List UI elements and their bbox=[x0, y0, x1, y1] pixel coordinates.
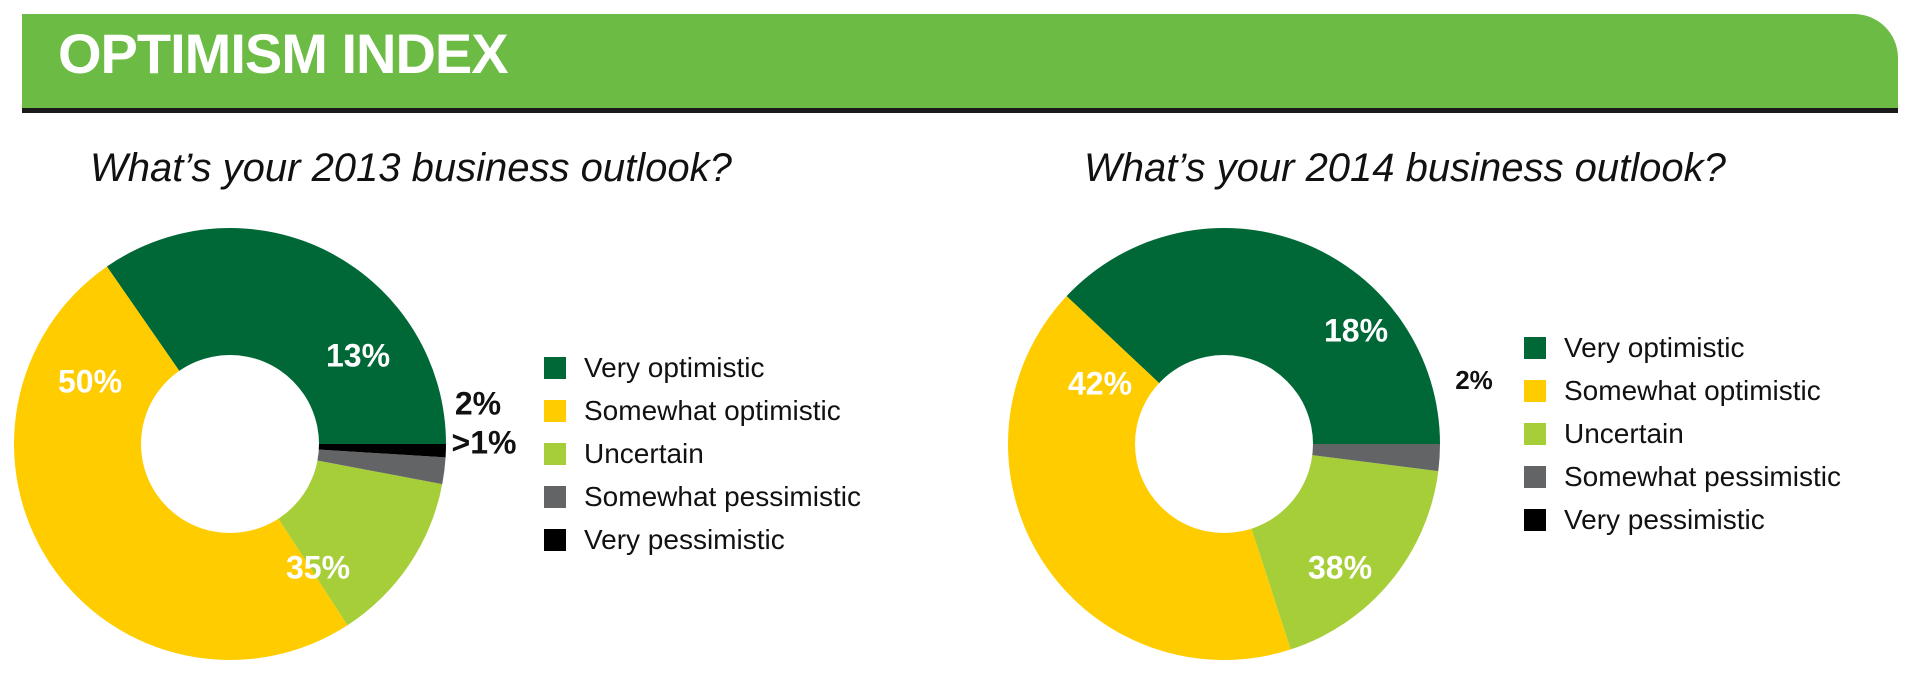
data-label: 18% bbox=[1324, 312, 1388, 348]
chart-panel-2014: What’s your 2014 business outlook? 38% 42… bbox=[954, 0, 1908, 682]
donut-chart-2014: 38% 42% 18% 2% bbox=[1008, 228, 1493, 661]
legend-item: Uncertain bbox=[544, 432, 861, 475]
legend-item: Very optimistic bbox=[1524, 326, 1841, 369]
donut-hole bbox=[141, 355, 319, 533]
legend-item: Somewhat pessimistic bbox=[544, 475, 861, 518]
legend-swatch bbox=[544, 356, 566, 379]
legend-swatch bbox=[1524, 422, 1546, 445]
header-banner: OPTIMISM INDEX bbox=[22, 14, 1898, 108]
data-label: 35% bbox=[286, 549, 350, 585]
chart-title: What’s your 2014 business outlook? bbox=[1084, 146, 1726, 190]
data-label: 2% bbox=[1455, 365, 1493, 395]
data-label: 2% bbox=[455, 385, 501, 421]
legend: Very optimistic Somewhat optimistic Unce… bbox=[544, 346, 861, 561]
legend-swatch bbox=[544, 528, 566, 551]
legend-item: Somewhat optimistic bbox=[1524, 369, 1841, 412]
legend-item: Uncertain bbox=[1524, 412, 1841, 455]
legend-swatch bbox=[1524, 465, 1546, 488]
page-title: OPTIMISM INDEX bbox=[58, 22, 509, 85]
legend-label: Uncertain bbox=[1564, 417, 1684, 449]
data-label: >1% bbox=[452, 424, 517, 460]
legend-label: Somewhat pessimistic bbox=[584, 480, 861, 512]
legend-item: Very pessimistic bbox=[1524, 498, 1841, 541]
donut-hole bbox=[1135, 355, 1313, 533]
donut-chart-2013: 35% 50% 13% 2%>1% bbox=[13, 228, 517, 661]
legend: Very optimistic Somewhat optimistic Unce… bbox=[1524, 326, 1841, 541]
legend-label: Very optimistic bbox=[584, 351, 765, 383]
legend-swatch bbox=[544, 485, 566, 508]
data-label: 42% bbox=[1068, 365, 1132, 401]
legend-label: Very optimistic bbox=[1564, 331, 1745, 363]
legend-swatch bbox=[544, 399, 566, 422]
chart-panel-2013: What’s your 2013 business outlook? 35% 50… bbox=[13, 146, 861, 661]
header-rule bbox=[22, 108, 1898, 113]
legend-item: Very pessimistic bbox=[544, 518, 861, 561]
legend-label: Very pessimistic bbox=[584, 523, 785, 555]
data-label: 50% bbox=[58, 363, 122, 399]
data-label: 13% bbox=[326, 337, 390, 373]
legend-item: Somewhat optimistic bbox=[544, 389, 861, 432]
legend-label: Very pessimistic bbox=[1564, 503, 1765, 535]
data-label: 38% bbox=[1308, 549, 1372, 585]
legend-item: Very optimistic bbox=[544, 346, 861, 389]
legend-swatch bbox=[1524, 508, 1546, 531]
donut-slice-very-optimistic bbox=[1066, 228, 1440, 444]
legend-swatch bbox=[1524, 379, 1546, 402]
legend-label: Uncertain bbox=[584, 437, 704, 469]
donut-slice-very-optimistic bbox=[106, 228, 446, 444]
legend-item: Somewhat pessimistic bbox=[1524, 455, 1841, 498]
legend-label: Somewhat optimistic bbox=[584, 394, 841, 426]
chart-title: What’s your 2013 business outlook? bbox=[90, 146, 732, 190]
legend-swatch bbox=[1524, 336, 1546, 359]
legend-label: Somewhat pessimistic bbox=[1564, 460, 1841, 492]
legend-swatch bbox=[544, 442, 566, 465]
legend-label: Somewhat optimistic bbox=[1564, 374, 1821, 406]
